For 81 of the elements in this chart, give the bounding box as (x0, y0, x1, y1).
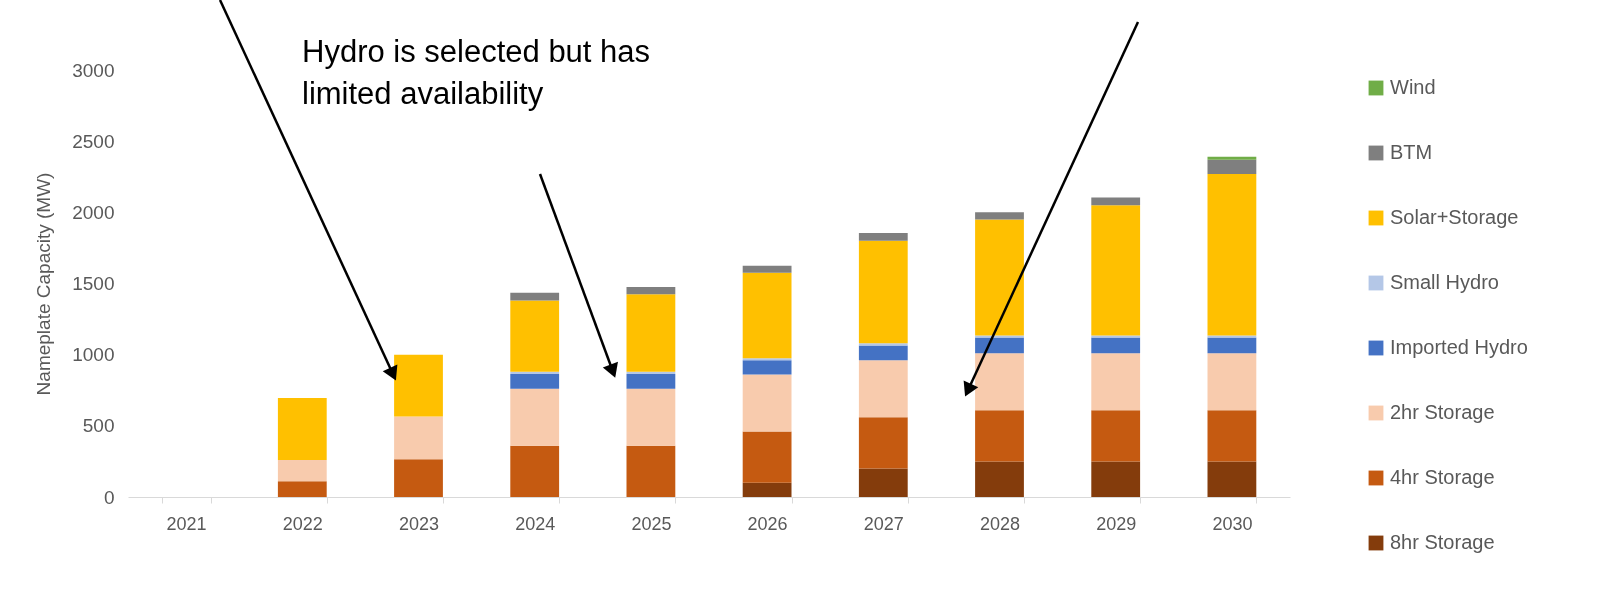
bar (742, 265, 792, 273)
bar (510, 300, 560, 372)
bar (742, 482, 792, 497)
bar (1207, 353, 1257, 411)
y-tick-label: 1000 (72, 344, 115, 366)
bar (742, 360, 792, 375)
annotation: Hydro is selected but has limited availability (302, 34, 651, 111)
bar (742, 431, 792, 483)
legend-label: BTM (1390, 141, 1433, 163)
bar (975, 410, 1024, 462)
bar (975, 461, 1024, 497)
legend-label: Small Hydro (1390, 271, 1499, 293)
bar (975, 219, 1024, 336)
x-tick-label: 2027 (863, 513, 904, 534)
bar (742, 374, 792, 432)
y-tick-label: 1500 (72, 273, 115, 294)
x-tick-label: 2026 (747, 513, 788, 534)
bar (394, 459, 443, 497)
bar (1091, 337, 1141, 354)
bar (1207, 335, 1257, 338)
bar (975, 335, 1024, 338)
bar (975, 212, 1024, 220)
bar (1091, 197, 1141, 206)
y-tick-label: 2000 (72, 201, 115, 223)
bar (975, 337, 1024, 354)
legend-label: 2hr Storage (1390, 401, 1495, 423)
y-tick-label: 0 (103, 486, 115, 508)
bar (626, 287, 676, 295)
bar (1207, 173, 1257, 336)
x-tick-label: 2025 (631, 513, 672, 534)
bar (626, 388, 676, 446)
y-tick-label: 3000 (72, 59, 115, 81)
bar (858, 345, 908, 361)
bar (1207, 461, 1257, 497)
y-axis-title: Nameplate Capacity (MW) (33, 172, 55, 396)
bar (1207, 159, 1257, 174)
bar (742, 272, 792, 359)
y-tick-label: 2500 (72, 130, 115, 152)
legend-label: Wind (1390, 76, 1436, 98)
bar (394, 416, 443, 460)
bar (626, 371, 676, 374)
bar (975, 353, 1024, 411)
legend-label: Imported Hydro (1390, 336, 1528, 358)
bar (1091, 461, 1141, 497)
bar (1091, 353, 1141, 411)
bar (858, 343, 908, 346)
bar (277, 481, 327, 497)
bar (510, 371, 560, 374)
x-tick-label: 2023 (398, 513, 440, 534)
legend-label: 8hr Storage (1390, 531, 1495, 553)
bar (510, 445, 560, 497)
bar (1207, 156, 1257, 160)
bar (626, 373, 676, 389)
legend-label: 4hr Storage (1390, 466, 1495, 488)
x-tick-label: 2029 (1096, 513, 1137, 534)
x-tick-label: 2028 (979, 513, 1021, 534)
bar (858, 240, 908, 344)
bar (626, 445, 676, 497)
bar (1091, 410, 1141, 462)
bar (858, 360, 908, 418)
bar (277, 459, 327, 482)
bar (510, 373, 560, 389)
x-tick-label: 2024 (515, 513, 556, 534)
bar (626, 294, 676, 372)
bar (510, 388, 560, 446)
x-tick-label: 2021 (166, 513, 207, 534)
bar (394, 354, 443, 417)
bar (510, 292, 560, 301)
x-tick-label: 2030 (1212, 513, 1253, 534)
bar (858, 417, 908, 469)
bar (277, 398, 327, 460)
bar (1091, 335, 1141, 338)
bar (742, 358, 792, 361)
bar (858, 468, 908, 497)
bar (1091, 205, 1141, 336)
bar (1207, 337, 1257, 354)
legend-label: Solar+Storage (1390, 206, 1519, 228)
y-tick-label: 500 (82, 415, 115, 437)
bar (858, 232, 908, 241)
bar (1207, 410, 1257, 462)
x-tick-label: 2022 (282, 513, 323, 534)
